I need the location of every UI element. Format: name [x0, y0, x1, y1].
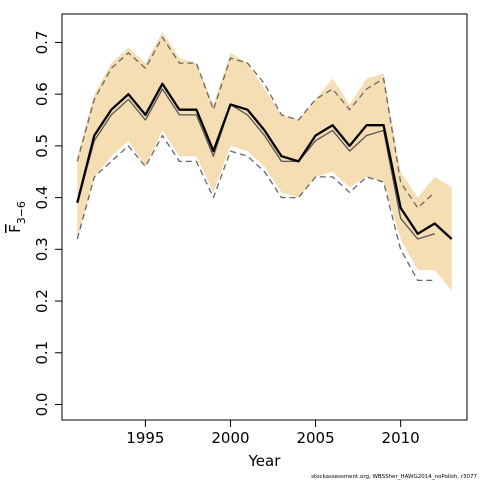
y-tick-label: 0.5 — [33, 134, 51, 158]
previous-upper-ci-line — [76, 36, 436, 209]
footer-note: stockassessment.org, WBSSher_HAWG2014_no… — [311, 474, 477, 480]
y-tick-label: 0.0 — [33, 393, 51, 417]
confidence-band — [77, 32, 452, 291]
previous-assessment-line — [76, 88, 435, 240]
x-axis: 1995 2000 2005 2010 — [126, 420, 420, 447]
x-tick-label: 1995 — [126, 429, 164, 447]
y-tick-label: 0.3 — [33, 237, 51, 261]
y-tick-label: 0.7 — [33, 31, 51, 55]
current-assessment-line — [76, 82, 453, 240]
plot-frame — [61, 13, 468, 421]
x-axis-title: Year — [248, 452, 282, 470]
confidence-band-layer — [77, 32, 452, 291]
series-layer — [76, 36, 453, 282]
y-axis: 0.0 0.1 0.2 0.3 0.4 0.5 0.6 0.7 — [33, 31, 62, 417]
y-tick-label: 0.2 — [33, 289, 51, 313]
x-tick-label: 2005 — [296, 429, 334, 447]
x-tick-label: 2000 — [211, 429, 249, 447]
y-tick-label: 0.6 — [33, 82, 51, 106]
y-axis-title: F3−6 — [6, 201, 28, 233]
y-tick-label: 0.4 — [33, 186, 51, 210]
y-axis-title-main: F — [6, 224, 24, 233]
previous-lower-ci-line — [76, 134, 435, 282]
y-tick-label: 0.1 — [33, 341, 51, 365]
y-axis-title-subscript: 3−6 — [15, 201, 28, 224]
x-tick-label: 2010 — [382, 429, 420, 447]
